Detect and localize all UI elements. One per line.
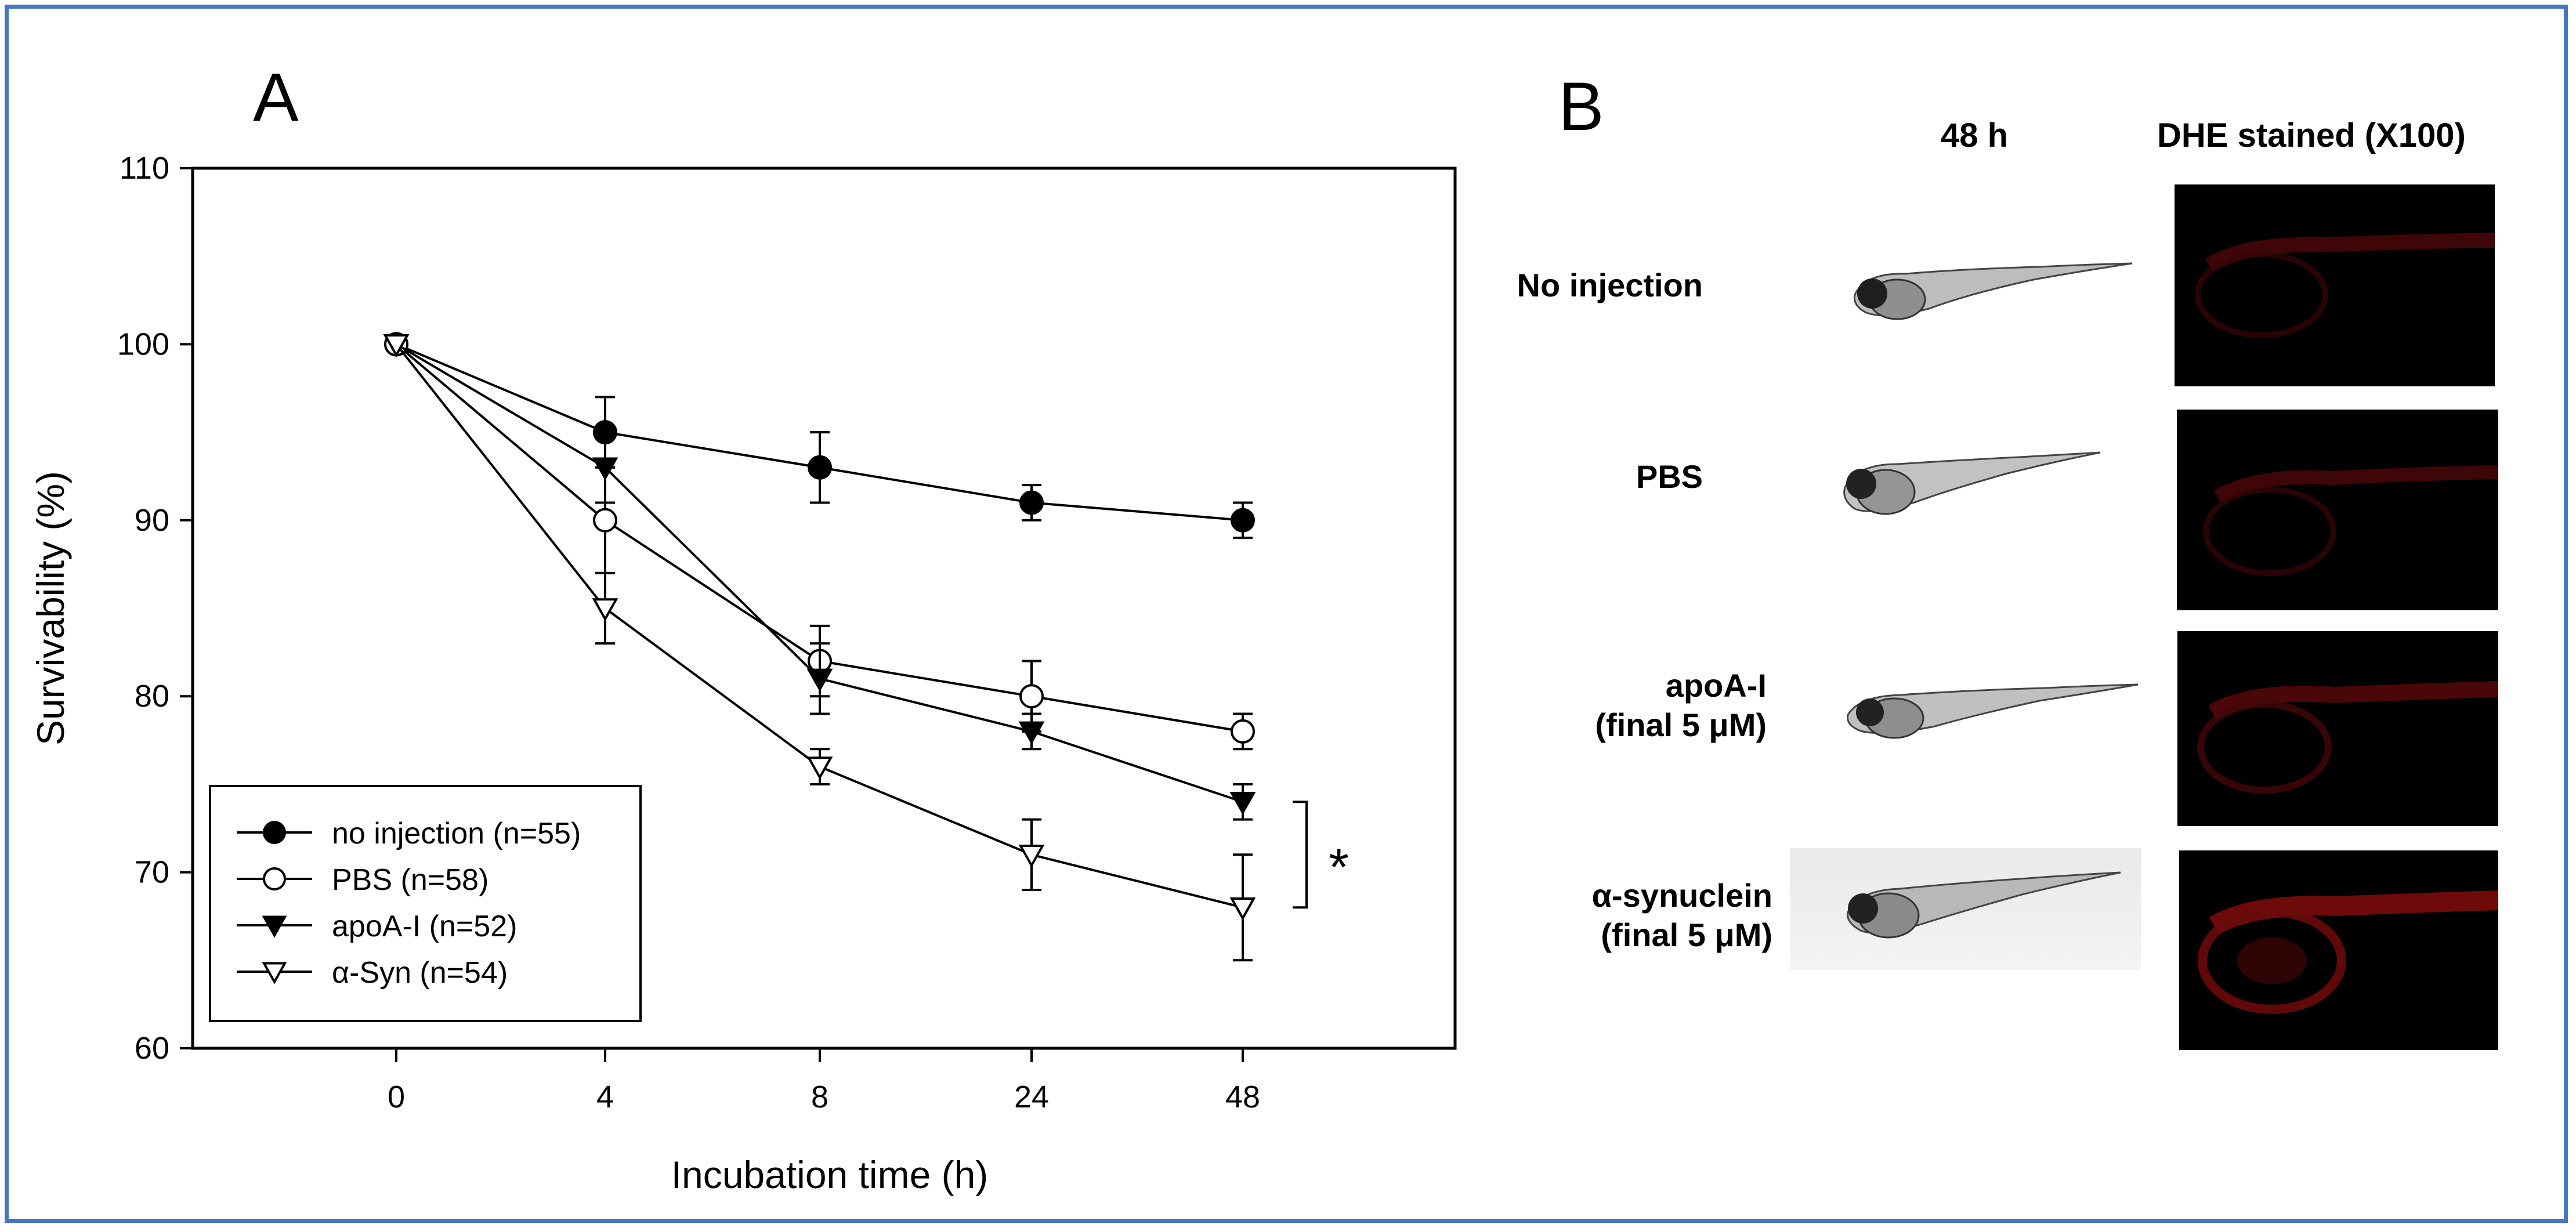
dhe-photo-alpha-synuclein [2179,850,2498,1050]
data-point-s3-p3 [1018,844,1045,868]
significance-bracket [1293,801,1308,909]
larva-photo-pbs [1799,429,2106,545]
legend-label-0: no injection (n=55) [332,817,581,850]
data-point-s2-p3 [1018,721,1045,745]
row-label-no-injection: No injection [1517,267,1703,303]
data-point-s2-p2 [806,668,833,692]
legend-label-3: α-Syn (n=54) [332,956,508,990]
dhe-photo-no-injection [2175,184,2495,386]
data-point-s0-p2 [808,455,832,480]
y-axis-title: Survivability (%) [29,471,72,745]
data-point-s3-p1 [592,598,618,622]
larva-photo-alpha-synuclein [1790,848,2141,970]
data-point-s0-p3 [1019,490,1044,515]
y-tick-label-100: 100 [117,327,169,361]
y-tick-label-80: 80 [135,679,169,714]
y-tick-label-90: 90 [135,503,169,538]
legend-marker-1 [263,867,286,890]
x-tick-label-24: 24 [1014,1080,1049,1114]
data-point-s1-p4 [1231,719,1255,744]
chart-plot-frame [191,166,1457,1050]
series-line-2 [395,343,1243,803]
data-point-s1-p3 [1019,684,1044,709]
data-point-s3-p0 [383,334,410,358]
legend-marker-3 [262,962,287,984]
x-tick-label-4: 4 [596,1080,614,1114]
y-tick-label-70: 70 [135,855,169,890]
data-point-s1-p1 [593,508,617,533]
x-tick-label-8: 8 [811,1080,828,1114]
larva-photo-no-injection [1842,244,2144,342]
column-header-dhe: DHE stained (X100) [2157,117,2466,154]
significance-annotation: * [1329,838,1349,896]
data-point-s0-p4 [1231,508,1255,533]
row-label-pbs: PBS [1636,458,1703,495]
row-label-apoai: apoA-I (final 5 μM) [1595,667,1767,743]
figure-border [5,5,2568,1223]
panel-a-letter: A [253,59,299,136]
x-tick-label-0: 0 [388,1080,405,1114]
data-point-s2-p1 [592,457,618,481]
legend-marker-0 [263,821,286,844]
row-label-alpha-synuclein: α-synuclein (final 5 μM) [1591,877,1772,953]
larva-photo-apoai [1836,650,2144,760]
dhe-photo-apoai [2177,631,2498,826]
y-tick-label-60: 60 [135,1031,169,1066]
legend-marker-2 [262,915,287,938]
x-axis-title: Incubation time (h) [671,1153,989,1196]
column-header-48h: 48 h [1941,117,2009,154]
x-tick-label-48: 48 [1225,1080,1260,1114]
y-tick-label-110: 110 [120,151,169,186]
dhe-photo-pbs [2177,410,2498,610]
data-point-s3-p2 [806,756,833,780]
legend-label-2: apoA-I (n=52) [332,910,517,943]
legend-label-1: PBS (n=58) [332,863,489,897]
panel-b-letter: B [1558,68,1604,145]
data-point-s3-p4 [1229,897,1256,921]
data-point-s2-p4 [1229,791,1256,815]
